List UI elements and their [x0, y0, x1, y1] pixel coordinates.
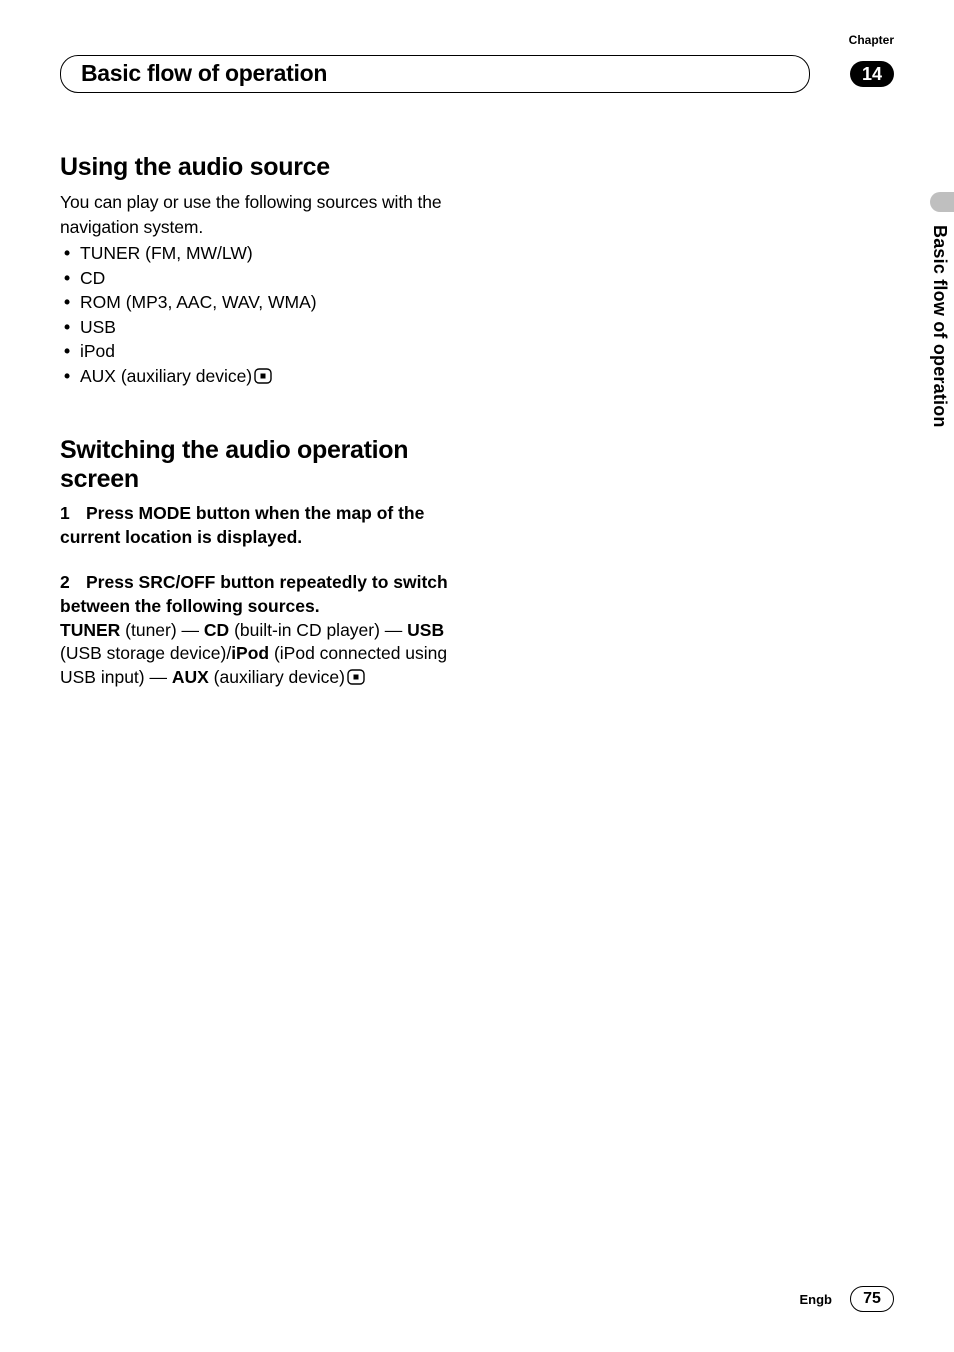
section-heading-audio-source: Using the audio source	[60, 153, 455, 182]
source-bullet-list: TUNER (FM, MW/LW) CD ROM (MP3, AAC, WAV,…	[60, 241, 455, 388]
main-content-column: Using the audio source You can play or u…	[60, 153, 455, 689]
footer-language: Engb	[800, 1292, 833, 1307]
page-number: 75	[863, 1290, 881, 1308]
section1-intro: You can play or use the following source…	[60, 190, 455, 239]
page-number-badge: 75	[850, 1286, 894, 1312]
chapter-title: Basic flow of operation	[81, 60, 789, 87]
side-vertical-title: Basic flow of operation	[929, 225, 954, 428]
chapter-number-badge: 14	[850, 61, 894, 87]
stop-icon	[254, 368, 272, 384]
step-number: 2	[60, 571, 86, 595]
stop-icon	[347, 669, 365, 685]
step-number: 1	[60, 502, 86, 526]
chapter-label: Chapter	[849, 33, 894, 47]
list-item: ROM (MP3, AAC, WAV, WMA)	[60, 290, 455, 315]
chapter-number: 14	[862, 64, 882, 85]
list-item: USB	[60, 315, 455, 340]
list-item: CD	[60, 266, 455, 291]
side-tab-indicator	[930, 192, 954, 212]
step-2: 2Press SRC/OFF button repeatedly to swit…	[60, 571, 455, 618]
step-text: Press SRC/OFF button repeatedly to switc…	[60, 572, 448, 616]
step-1: 1Press MODE button when the map of the c…	[60, 502, 455, 549]
list-item: TUNER (FM, MW/LW)	[60, 241, 455, 266]
source-sequence: TUNER (tuner) — CD (built-in CD player) …	[60, 619, 455, 690]
section-heading-switching: Switching the audio operation screen	[60, 436, 455, 494]
page-footer: Engb 75	[800, 1286, 895, 1312]
header-pill: Basic flow of operation	[60, 55, 810, 93]
list-item: AUX (auxiliary device)	[60, 364, 455, 389]
step-text: Press MODE button when the map of the cu…	[60, 503, 424, 547]
page-header: Basic flow of operation Chapter 14	[60, 55, 894, 93]
list-item: iPod	[60, 339, 455, 364]
